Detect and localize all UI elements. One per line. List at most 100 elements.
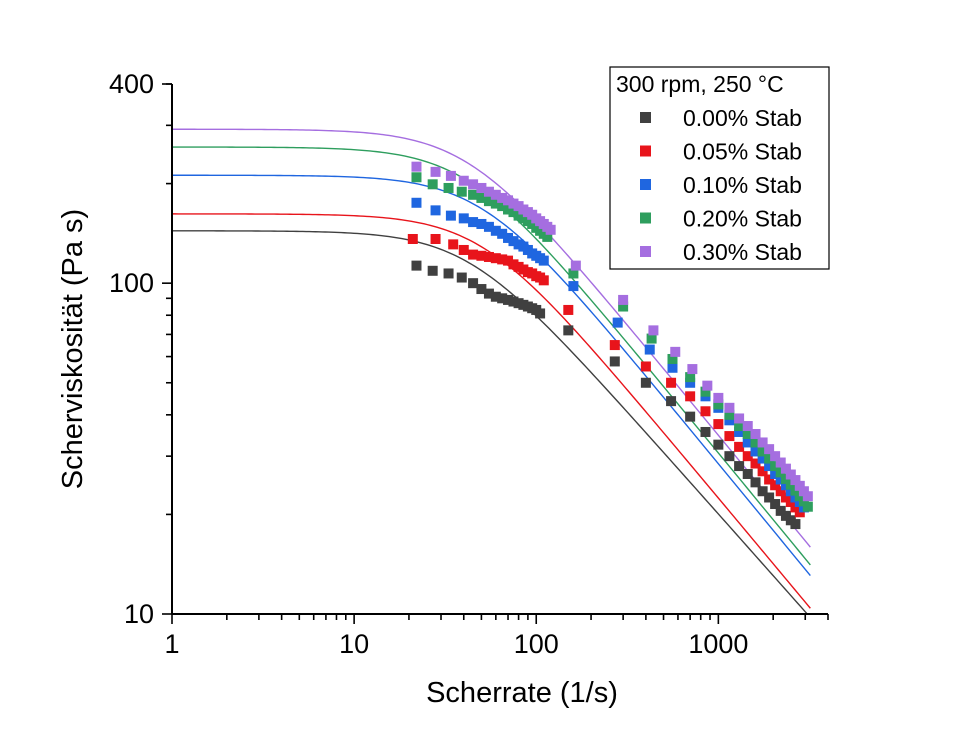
data-point xyxy=(734,426,745,437)
data-point xyxy=(430,233,441,244)
data-point xyxy=(483,288,494,299)
legend-label: 0.10% Stab xyxy=(683,172,802,198)
data-point xyxy=(497,192,508,203)
data-point xyxy=(490,225,501,236)
data-point xyxy=(503,204,514,215)
data-point xyxy=(764,453,775,464)
axes: 1 10 100 1000 10 100 400 xyxy=(109,69,829,659)
data-point xyxy=(456,272,467,283)
data-point xyxy=(764,474,775,485)
data-point xyxy=(609,356,620,367)
data-point xyxy=(508,207,519,218)
data-point xyxy=(503,195,514,206)
data-point xyxy=(750,458,761,469)
data-point xyxy=(640,361,651,372)
data-point xyxy=(497,293,508,304)
data-point xyxy=(490,253,501,264)
data-point xyxy=(468,179,479,190)
data-point xyxy=(734,441,745,452)
data-point xyxy=(775,467,786,478)
data-point xyxy=(770,451,781,462)
y-tick-label: 100 xyxy=(109,268,154,298)
data-points xyxy=(407,161,813,530)
data-point xyxy=(448,239,459,250)
data-point xyxy=(666,396,677,407)
data-point xyxy=(770,499,781,510)
x-tick-label: 1 xyxy=(164,629,179,659)
legend-marker xyxy=(640,145,651,157)
data-point xyxy=(563,304,574,315)
legend-label: 0.20% Stab xyxy=(683,206,802,232)
data-point xyxy=(700,386,711,397)
data-point xyxy=(476,182,487,193)
y-axis-title: Scherviskosität (Pa s) xyxy=(57,209,89,489)
x-tick-label: 100 xyxy=(514,629,559,659)
data-point xyxy=(734,413,745,424)
data-point xyxy=(445,210,456,221)
x-tick-label: 10 xyxy=(339,629,369,659)
data-point xyxy=(700,426,711,437)
data-point xyxy=(757,486,768,497)
data-point xyxy=(785,469,796,480)
data-point xyxy=(646,333,657,344)
legend-marker xyxy=(640,112,651,123)
data-point xyxy=(742,451,753,462)
data-point xyxy=(490,198,501,209)
data-point xyxy=(508,236,519,247)
data-point xyxy=(685,377,696,388)
fit-curve xyxy=(172,174,811,577)
data-point xyxy=(700,406,711,417)
data-point xyxy=(798,496,809,507)
data-point xyxy=(713,399,724,410)
data-point xyxy=(724,402,735,413)
legend-label: 0.05% Stab xyxy=(683,139,802,165)
data-point xyxy=(802,491,813,502)
data-point xyxy=(790,519,801,530)
data-point xyxy=(775,486,786,497)
data-point xyxy=(742,421,753,432)
data-point xyxy=(750,446,761,457)
data-point xyxy=(570,260,581,271)
data-point xyxy=(545,224,556,235)
data-point xyxy=(443,182,454,193)
data-point xyxy=(770,468,781,479)
data-point xyxy=(568,281,579,292)
data-point xyxy=(535,308,546,319)
data-point xyxy=(430,166,441,177)
data-point xyxy=(724,415,735,426)
data-point xyxy=(483,196,494,207)
data-point xyxy=(780,463,791,474)
series-points xyxy=(411,161,813,502)
x-axis-title: Scherrate (1/s) xyxy=(426,677,618,709)
data-point xyxy=(618,294,629,305)
data-point xyxy=(685,372,696,383)
x-ticks: 1 10 100 1000 xyxy=(164,614,829,659)
data-point xyxy=(508,198,519,209)
data-point xyxy=(468,278,479,289)
data-point xyxy=(757,437,768,448)
data-point xyxy=(476,284,487,295)
data-point xyxy=(713,419,724,430)
data-point xyxy=(775,505,786,516)
data-point xyxy=(538,275,549,286)
data-point xyxy=(742,429,753,440)
data-point xyxy=(702,380,713,391)
data-point xyxy=(483,251,494,262)
data-point xyxy=(563,325,574,336)
data-point xyxy=(458,213,469,224)
data-point xyxy=(490,189,501,200)
data-point xyxy=(468,189,479,200)
data-point xyxy=(538,255,549,266)
data-point xyxy=(734,461,745,472)
legend-marker xyxy=(640,246,651,257)
data-point xyxy=(685,391,696,402)
data-point xyxy=(666,377,677,388)
data-point xyxy=(476,250,487,261)
legend-label: 0.30% Stab xyxy=(683,239,802,265)
data-point xyxy=(640,377,651,388)
data-point xyxy=(483,186,494,197)
data-point xyxy=(667,353,678,364)
data-point xyxy=(497,201,508,212)
data-point xyxy=(609,340,620,351)
data-point xyxy=(612,317,623,328)
